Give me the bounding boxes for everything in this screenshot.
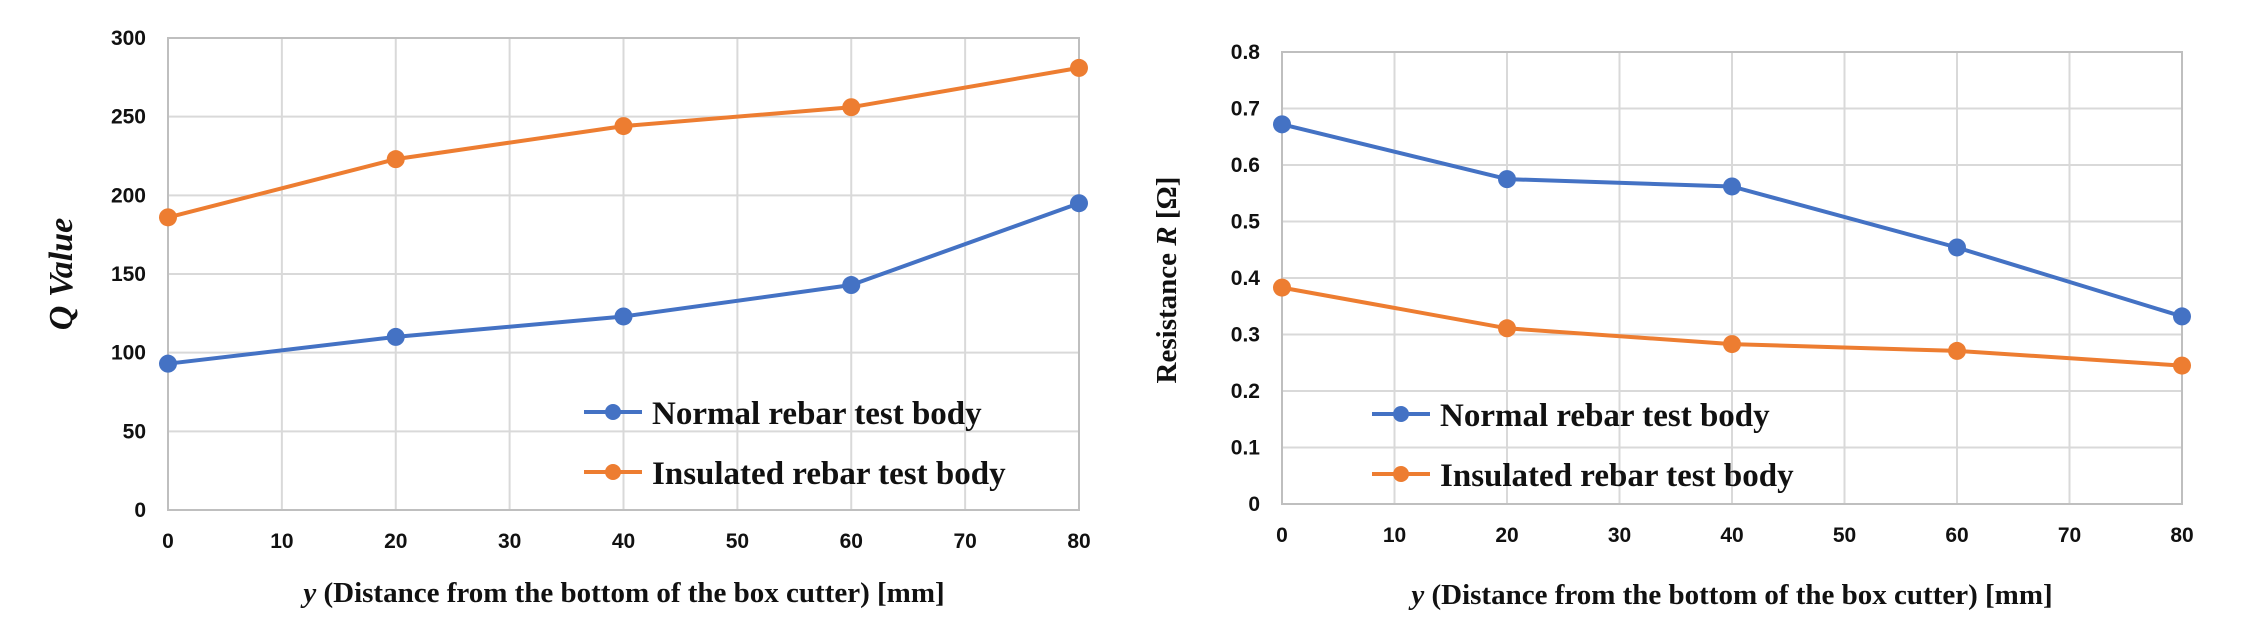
- q-chart-y-tick-label: 100: [111, 342, 146, 365]
- q-chart-y-tick-label: 50: [123, 420, 146, 443]
- q-chart-data-point-normal: [159, 354, 177, 373]
- r-chart-data-point-insulated: [1273, 278, 1291, 297]
- r-chart-data-point-insulated: [1498, 319, 1516, 338]
- q-chart-x-tick-label: 60: [840, 530, 863, 553]
- r-chart-data-point-insulated: [2173, 356, 2191, 375]
- r-chart-legend-label-normal: Normal rebar test body: [1440, 398, 1770, 434]
- q-chart-y-tick-label: 150: [111, 263, 146, 286]
- q-chart-data-point-insulated: [159, 208, 177, 227]
- q-chart-grid: [167, 37, 1080, 511]
- q-chart-data-point-insulated: [842, 98, 861, 117]
- r-chart-data-point-normal: [2173, 307, 2191, 326]
- r-chart-x-tick-label: 60: [1945, 524, 1968, 547]
- q-chart-x-rest: (Distance from the bottom of the box cut…: [316, 577, 944, 609]
- q-chart-y-tick-label: 300: [111, 27, 146, 50]
- r-chart-data-point-normal: [1723, 177, 1741, 196]
- r-chart-x-tick-label: 0: [1276, 524, 1288, 547]
- q-chart-x-tick-label: 0: [162, 530, 174, 553]
- r-chart-x-tick-label: 50: [1833, 524, 1856, 547]
- r-chart-data-point-insulated: [1948, 341, 1966, 360]
- q-chart-legend-label-normal: Normal rebar test body: [652, 396, 982, 432]
- r-chart-legend: Normal rebar test body Insulated rebar t…: [1372, 398, 1794, 494]
- r-chart-y-tick-label: 0.7: [1231, 98, 1260, 121]
- r-chart-data-point-normal: [1273, 115, 1291, 134]
- q-chart-x-var: y: [300, 577, 316, 609]
- r-chart-y-pre: Resistance: [1151, 246, 1183, 384]
- resistance-chart: 0 10 20 30 40 50 60 70 80 0 0.1 0.2 0.3 0.4 0.5 0.6 0.7 0…: [1151, 41, 2194, 611]
- r-chart-series: [1273, 115, 2191, 375]
- q-chart-x-tick-label: 50: [726, 530, 749, 553]
- q-chart-x-tick-label: 80: [1067, 530, 1090, 553]
- q-chart-legend-item-insulated: Insulated rebar test body: [584, 456, 1006, 492]
- r-chart-x-tick-label: 70: [2058, 524, 2081, 547]
- r-chart-y-tick-label: 0.8: [1231, 41, 1261, 64]
- q-chart-legend: Normal rebar test body Insulated rebar t…: [584, 396, 1006, 492]
- r-chart-data-point-normal: [1498, 170, 1516, 189]
- r-chart-x-rest: (Distance from the bottom of the box cut…: [1424, 579, 2052, 611]
- r-chart-y-tick-label: 0.2: [1231, 380, 1260, 403]
- q-chart-y-tick-label: 200: [111, 184, 146, 207]
- r-chart-y-tick-label: 0: [1248, 493, 1260, 516]
- r-chart-legend-label-insulated: Insulated rebar test body: [1440, 458, 1794, 494]
- r-chart-grid: [1281, 51, 2183, 505]
- q-chart-legend-item-normal: Normal rebar test body: [584, 396, 982, 432]
- r-chart-ticks: 0 10 20 30 40 50 60 70 80 0 0.1 0.2 0.3 0.4 0.5 0.6 0.7 0…: [1231, 41, 2194, 547]
- q-chart-data-point-normal: [842, 276, 861, 295]
- q-chart-ticks: 0 10 20 30 40 50 60 70 80 0 50 100 150 200 250 300: [111, 27, 1091, 553]
- q-chart-data-point-normal: [1070, 194, 1088, 213]
- r-chart-legend-item-normal: Normal rebar test body: [1372, 398, 1770, 434]
- r-chart-y-tick-label: 0.1: [1231, 437, 1261, 460]
- r-chart-y-tick-label: 0.3: [1231, 324, 1260, 347]
- q-value-chart: 0 10 20 30 40 50 60 70 80 0 50 100 150 200 250 300 Q Va…: [43, 27, 1091, 609]
- q-chart-legend-label-insulated: Insulated rebar test body: [652, 456, 1006, 492]
- q-chart-x-axis-title: y (Distance from the bottom of the box c…: [300, 577, 944, 609]
- r-chart-y-post: [Ω]: [1151, 177, 1183, 227]
- r-chart-legend-item-insulated: Insulated rebar test body: [1372, 458, 1794, 494]
- q-chart-y-tick-label: 0: [134, 499, 146, 522]
- r-chart-x-axis-title: y (Distance from the bottom of the box c…: [1408, 579, 2052, 611]
- q-chart-data-point-insulated: [1070, 58, 1088, 77]
- r-chart-x-tick-label: 20: [1495, 524, 1518, 547]
- r-chart-x-tick-label: 10: [1383, 524, 1406, 547]
- r-chart-plot-area: [1281, 51, 2183, 505]
- q-chart-series: [159, 58, 1088, 373]
- q-chart-x-tick-label: 10: [270, 530, 293, 553]
- r-chart-data-point-normal: [1948, 238, 1966, 257]
- r-chart-y-var: R: [1151, 226, 1183, 246]
- r-chart-x-tick-label: 80: [2170, 524, 2193, 547]
- r-chart-x-tick-label: 40: [1720, 524, 1743, 547]
- q-chart-data-point-normal: [386, 327, 405, 346]
- q-chart-x-tick-label: 40: [612, 530, 635, 553]
- q-chart-data-point-normal: [614, 307, 633, 326]
- r-chart-y-tick-label: 0.6: [1231, 154, 1260, 177]
- q-chart-x-tick-label: 20: [384, 530, 407, 553]
- r-chart-x-var: y: [1408, 579, 1424, 611]
- q-chart-x-tick-label: 70: [953, 530, 976, 553]
- r-chart-y-tick-label: 0.5: [1231, 211, 1261, 234]
- r-chart-x-tick-label: 30: [1608, 524, 1631, 547]
- q-chart-y-tick-label: 250: [111, 106, 146, 129]
- r-chart-y-axis-title: Resistance R [Ω]: [1151, 177, 1183, 384]
- r-chart-data-point-insulated: [1723, 335, 1741, 354]
- q-chart-plot-area: [167, 37, 1080, 511]
- q-chart-y-axis-title: Q Value: [43, 218, 80, 330]
- q-chart-x-tick-label: 30: [498, 530, 521, 553]
- q-chart-data-point-insulated: [614, 117, 633, 136]
- q-chart-data-point-insulated: [386, 150, 405, 169]
- r-chart-y-tick-label: 0.4: [1231, 267, 1261, 290]
